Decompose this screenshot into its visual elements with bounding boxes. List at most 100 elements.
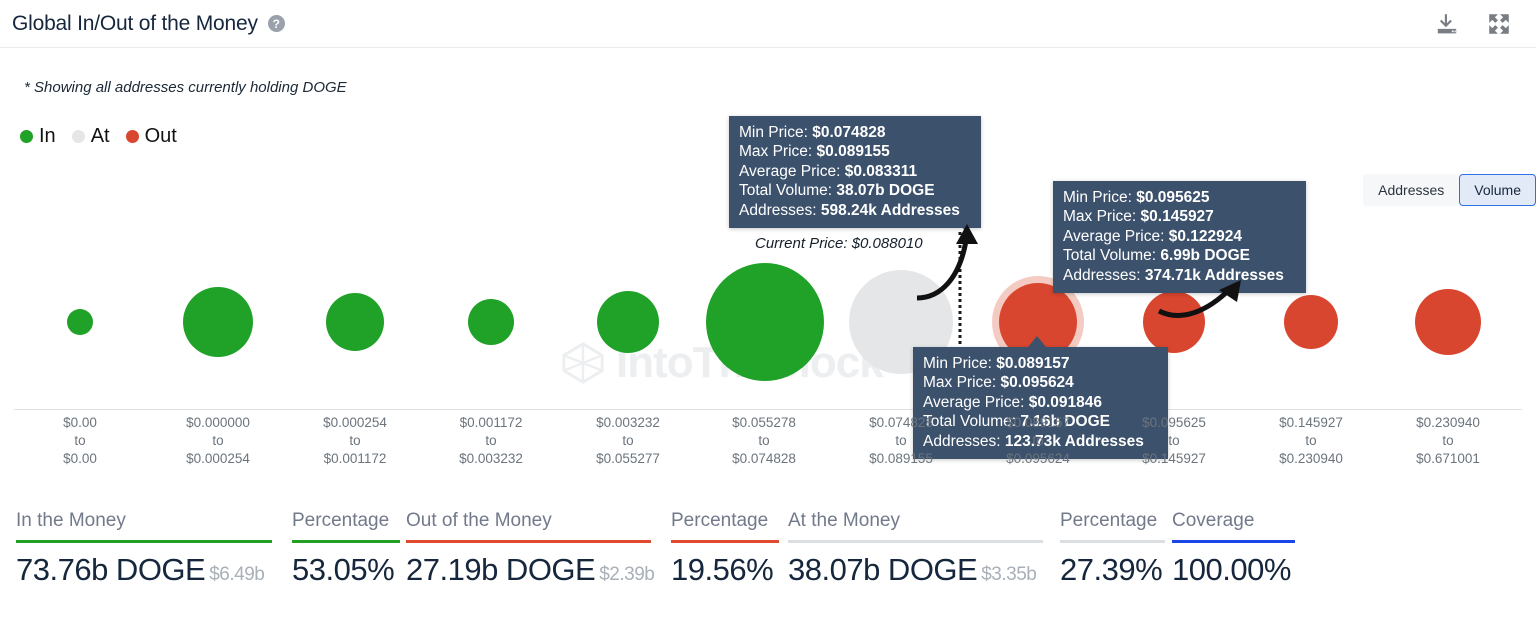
stat-at-the-money: At the Money 38.07b DOGE $3.35b bbox=[788, 508, 1060, 588]
tooltip-avg-price-row: Average Price: $0.122924 bbox=[1063, 227, 1296, 246]
legend-label-in: In bbox=[39, 125, 56, 147]
stat-value-main: 38.07b DOGE bbox=[788, 551, 978, 587]
tooltip-avg-price-value: $0.122924 bbox=[1168, 227, 1242, 245]
x-axis-labels: $0.00 to $0.00 $0.000000 to $0.000254 $0… bbox=[14, 414, 1522, 474]
stat-value: 27.19b DOGE $2.39b bbox=[406, 552, 671, 588]
stat-value-sub: $2.39b bbox=[599, 563, 655, 585]
current-price-line bbox=[958, 232, 962, 410]
tooltip-addresses-row: Addresses: 374.71k Addresses bbox=[1063, 266, 1296, 285]
x-label-to: to bbox=[622, 433, 634, 448]
stat-value-main: 73.76b DOGE bbox=[16, 551, 206, 587]
tooltip-avg-price-label: Average Price: bbox=[1063, 227, 1165, 245]
x-label-max: $0.003232 bbox=[459, 451, 523, 466]
stat-label: In the Money bbox=[16, 510, 126, 531]
tooltip-out-bin: Min Price: $0.095625 Max Price: $0.14592… bbox=[1053, 181, 1306, 294]
x-label-min: $0.00 bbox=[63, 415, 97, 430]
x-label-min: $0.000254 bbox=[323, 415, 387, 430]
tooltip-at-bin: Min Price: $0.089157 Max Price: $0.09562… bbox=[913, 336, 1168, 460]
tooltip-volume-value: 38.07b DOGE bbox=[836, 182, 935, 200]
tooltip-arrow bbox=[1028, 336, 1046, 347]
toggle-addresses[interactable]: Addresses bbox=[1363, 174, 1460, 206]
tooltip-addresses-row: Addresses: 598.24k Addresses bbox=[739, 201, 971, 220]
x-label-to: to bbox=[1442, 433, 1454, 448]
tooltip-avg-price-label: Average Price: bbox=[739, 162, 841, 180]
metric-toggle-group: Addresses Volume bbox=[1363, 174, 1536, 206]
x-label-min: $0.230940 bbox=[1416, 415, 1480, 430]
stat-rule bbox=[292, 540, 400, 543]
x-label-max: $0.074828 bbox=[732, 451, 796, 466]
legend-item-at[interactable]: At bbox=[71, 125, 110, 148]
x-label-max: $0.089155 bbox=[869, 451, 933, 466]
bubble-in-3[interactable] bbox=[326, 293, 384, 351]
bubble-out-4[interactable] bbox=[1415, 289, 1481, 355]
stat-coverage: Coverage 100.00% bbox=[1172, 508, 1312, 588]
tooltip-min-price-label: Min Price: bbox=[1063, 189, 1132, 206]
stat-label: Out of the Money bbox=[406, 510, 552, 531]
legend-label-out: Out bbox=[144, 125, 177, 147]
x-label-max: $0.671001 bbox=[1416, 451, 1480, 466]
x-label-max: $0.145927 bbox=[1142, 451, 1206, 466]
tooltip-volume-row: Total Volume: 38.07b DOGE bbox=[739, 181, 971, 200]
tooltip-min-price-value: $0.074828 bbox=[812, 124, 886, 141]
stat-out-percentage: Percentage 19.56% bbox=[671, 508, 788, 588]
bubble-in-6[interactable] bbox=[706, 263, 824, 381]
stat-rule bbox=[1172, 540, 1295, 543]
bubble-in-1[interactable] bbox=[67, 309, 93, 335]
legend-dot-at bbox=[71, 130, 85, 143]
stat-value: 19.56% bbox=[671, 551, 774, 587]
tooltip-addresses-label: Addresses: bbox=[739, 201, 817, 219]
download-icon[interactable] bbox=[1434, 11, 1460, 37]
stat-label: Percentage bbox=[1060, 510, 1158, 531]
bubble-in-5[interactable] bbox=[597, 291, 659, 353]
x-label-to: to bbox=[1168, 433, 1180, 448]
bubble-out-3[interactable] bbox=[1284, 295, 1338, 349]
stat-value: 27.39% bbox=[1060, 551, 1163, 587]
tooltip-min-price-label: Min Price: bbox=[739, 124, 808, 141]
tooltip-in-bin: Min Price: $0.074828 Max Price: $0.08915… bbox=[729, 116, 981, 232]
stat-label: Coverage bbox=[1172, 510, 1255, 531]
x-label-to: to bbox=[74, 433, 86, 448]
tooltip-avg-price-value: $0.091846 bbox=[1028, 393, 1102, 411]
fullscreen-icon[interactable] bbox=[1486, 11, 1512, 37]
tooltip-min-price-row: Min Price: $0.089157 bbox=[923, 354, 1158, 373]
tooltip-max-price-row: Max Price: $0.145927 bbox=[1063, 207, 1296, 226]
tooltip-max-price-row: Max Price: $0.095624 bbox=[923, 373, 1158, 392]
question-mark-icon[interactable]: ? bbox=[267, 15, 285, 32]
x-label-min: $0.089157 bbox=[1006, 415, 1070, 430]
bubble-in-2[interactable] bbox=[183, 287, 253, 357]
tooltip-arrow bbox=[957, 221, 975, 232]
tooltip-max-price-value: $0.095624 bbox=[1000, 374, 1074, 392]
x-label-min: $0.145927 bbox=[1279, 415, 1343, 430]
stat-label: Percentage bbox=[671, 510, 769, 531]
tooltip-max-price-value: $0.145927 bbox=[1140, 208, 1214, 226]
legend-item-in[interactable]: In bbox=[20, 125, 56, 148]
tooltip-volume-row: Total Volume: 6.99b DOGE bbox=[1063, 246, 1296, 265]
tooltip-addresses-row: Addresses: 123.73k Addresses bbox=[923, 432, 1158, 451]
stat-in-percentage: Percentage 53.05% bbox=[292, 508, 406, 588]
tooltip-min-price-row: Min Price: $0.074828 bbox=[739, 123, 971, 142]
legend-item-out[interactable]: Out bbox=[125, 125, 177, 148]
tooltip-volume-row: Total Volume: 7.16b DOGE bbox=[923, 412, 1158, 431]
x-label-to: to bbox=[1032, 433, 1044, 448]
tooltip-volume-value: 7.16b DOGE bbox=[1020, 413, 1110, 431]
x-label-max: $0.095624 bbox=[1006, 451, 1070, 466]
x-label-11: $0.230940 to $0.671001 bbox=[1416, 414, 1480, 468]
current-price-label: Current Price: $0.088010 bbox=[755, 235, 923, 252]
bubble-out-2[interactable] bbox=[1143, 291, 1205, 353]
chart-legend: In At Out bbox=[20, 125, 185, 148]
x-label-9: $0.095625 to $0.145927 bbox=[1142, 414, 1206, 468]
legend-label-at: At bbox=[90, 125, 110, 147]
x-label-max: $0.000254 bbox=[186, 451, 250, 466]
legend-dot-in bbox=[20, 130, 33, 143]
bubble-in-4[interactable] bbox=[468, 299, 514, 345]
toggle-volume[interactable]: Volume bbox=[1459, 174, 1536, 206]
tooltip-min-price-label: Min Price: bbox=[923, 355, 992, 372]
tooltip-addresses-value: 598.24k Addresses bbox=[820, 201, 960, 219]
stat-value: 53.05% bbox=[292, 551, 395, 587]
stat-value: 38.07b DOGE $3.35b bbox=[788, 552, 1060, 588]
chart-note: * Showing all addresses currently holdin… bbox=[24, 79, 347, 96]
x-label-6: $0.055278 to $0.074828 bbox=[732, 414, 796, 468]
summary-stats: In the Money 73.76b DOGE $6.49b Percentag… bbox=[16, 508, 1521, 588]
tooltip-addresses-label: Addresses: bbox=[1063, 266, 1141, 284]
stat-rule bbox=[1060, 540, 1165, 543]
